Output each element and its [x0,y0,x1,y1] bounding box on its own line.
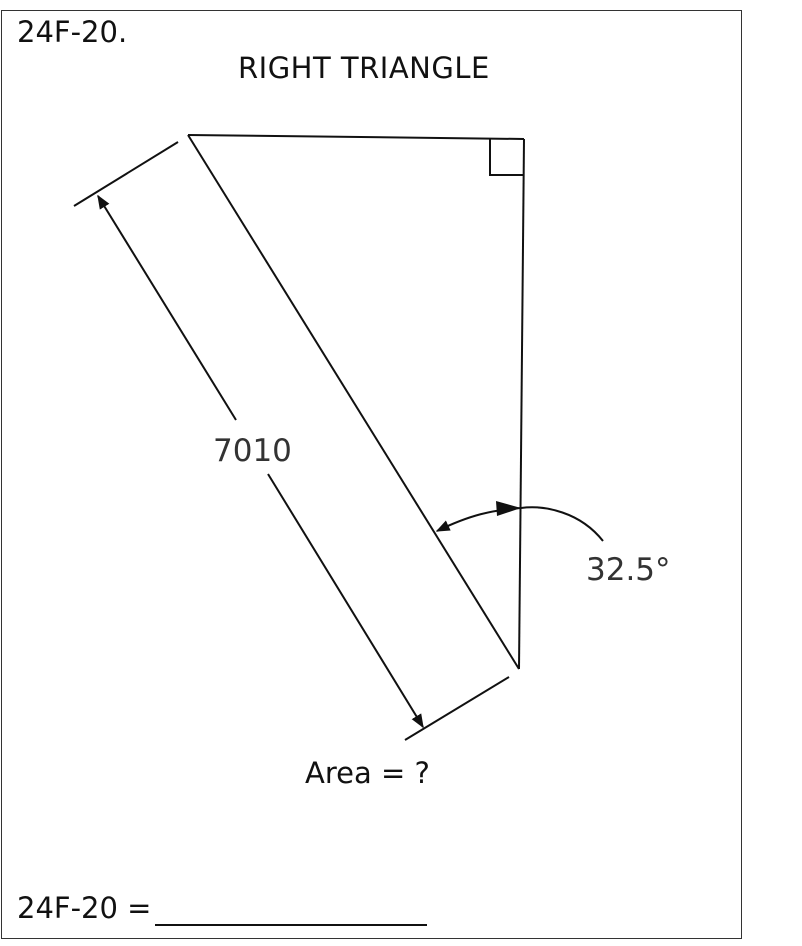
triangle-right-side [518,138,525,670]
area-question: Area = ? [305,756,430,790]
hypotenuse-length-label: 7010 [213,433,292,469]
answer-blank[interactable] [155,897,428,926]
angle-label: 32.5° [586,552,671,588]
dimension-arrow-lower [267,473,424,729]
right-angle-marker [489,138,524,176]
triangle-top-side [187,134,525,140]
answer-row: 24F-20 = [17,890,428,926]
angle-arc-arrowhead-right [496,501,521,516]
page-frame [1,10,742,939]
problem-number: 24F-20. [17,15,128,49]
dimension-arrow-upper [97,194,237,421]
figure-title: RIGHT TRIANGLE [238,51,490,85]
extension-line-top [73,141,179,207]
answer-prompt: 24F-20 = [17,891,152,925]
extension-line-bottom [404,676,510,741]
triangle-hypotenuse [187,134,520,670]
angle-arc [520,506,604,542]
